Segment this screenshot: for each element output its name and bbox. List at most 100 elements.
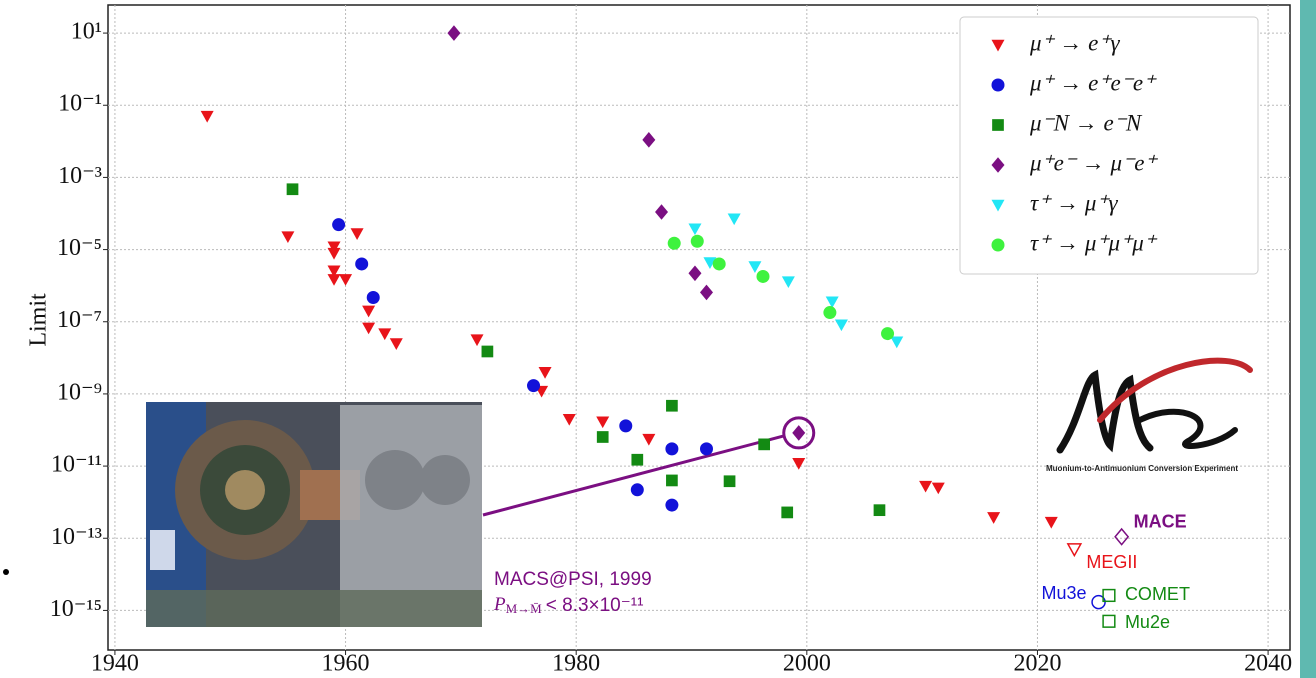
projection-label: Mu3e	[1042, 583, 1087, 603]
annotation-formula: PM→M̄ < 8.3×10⁻¹¹	[493, 594, 643, 616]
annotation-symbol: P	[493, 594, 506, 615]
point	[447, 25, 461, 41]
point	[355, 257, 369, 271]
legend-marker	[991, 199, 1005, 212]
projection-label: Mu2e	[1125, 612, 1170, 632]
legend-label: τ⁺ → μ⁺γ	[1030, 190, 1119, 215]
point	[688, 265, 702, 282]
point	[655, 204, 669, 220]
point	[332, 218, 346, 232]
point	[748, 261, 762, 273]
point	[286, 183, 299, 196]
x-tick-label: 2040	[1244, 651, 1292, 677]
point	[619, 419, 633, 433]
point	[703, 257, 717, 269]
point	[389, 338, 403, 350]
point	[642, 433, 656, 446]
point	[881, 327, 895, 341]
point	[350, 228, 364, 240]
point	[727, 213, 741, 226]
point	[562, 413, 576, 426]
point	[362, 322, 376, 335]
point	[378, 328, 392, 341]
point	[699, 442, 713, 456]
legend	[959, 16, 1259, 275]
legend-label: τ⁺ → μ⁺μ⁺μ⁺	[1030, 230, 1158, 255]
point	[690, 234, 704, 248]
point	[834, 319, 848, 332]
point	[596, 431, 609, 443]
projection	[1102, 588, 1116, 603]
point	[362, 305, 376, 318]
point	[792, 425, 806, 441]
point	[781, 276, 795, 289]
y-tick-label: 10⁻¹¹	[51, 452, 102, 478]
projection	[1114, 527, 1130, 546]
y-tick-label: 10⁻⁵	[57, 235, 102, 261]
x-tick-label: 2000	[783, 651, 831, 677]
point	[596, 416, 610, 429]
annotation-title: MACS@PSI, 1999	[494, 569, 652, 590]
point	[758, 438, 771, 451]
x-tick-label: 1980	[552, 651, 600, 677]
point	[873, 504, 886, 517]
point	[987, 512, 1001, 524]
point	[630, 483, 644, 497]
annotation-subscript: M→M̄	[506, 601, 543, 616]
highlight-ring	[782, 416, 816, 450]
point	[792, 458, 806, 470]
legend-marker	[991, 39, 1005, 52]
point	[919, 480, 933, 493]
point	[666, 474, 678, 487]
y-tick-label: 10¹	[71, 19, 102, 45]
point	[699, 284, 713, 301]
point	[825, 296, 839, 309]
point	[723, 475, 736, 488]
x-tick-label: 2020	[1013, 651, 1061, 677]
dot	[3, 569, 9, 575]
y-tick-label: 10⁻¹⁵	[50, 596, 102, 622]
legend-label: μ⁻N → e⁻N	[1029, 110, 1143, 135]
y-axis-label: Limit	[26, 293, 52, 347]
connector	[482, 434, 785, 517]
plot-frame	[107, 4, 1291, 651]
projection-label: MEGII	[1086, 552, 1137, 572]
point	[327, 274, 341, 286]
point	[931, 482, 945, 495]
logo	[1056, 357, 1253, 454]
point	[339, 274, 353, 286]
point	[823, 306, 837, 320]
y-tick-label: 10⁻⁹	[57, 379, 102, 405]
point	[890, 336, 904, 349]
legend-label: μ⁺ → e⁺γ	[1029, 30, 1121, 55]
point	[781, 506, 794, 519]
point	[756, 269, 770, 283]
x-tick-label: 1940	[91, 651, 139, 677]
edge-stripe	[1300, 0, 1316, 678]
point	[631, 453, 644, 466]
projection-label: MACE	[1134, 512, 1187, 532]
point	[667, 236, 681, 250]
point	[527, 379, 541, 393]
y-tick-label: 10⁻³	[58, 163, 102, 189]
projection	[1091, 594, 1106, 610]
legend-label: μ⁺ → e⁺e⁻e⁺	[1029, 70, 1157, 95]
projection	[1102, 614, 1116, 628]
point	[366, 290, 380, 304]
point	[642, 132, 656, 148]
projection	[1066, 543, 1083, 558]
legend-marker	[991, 238, 1005, 252]
point	[327, 265, 341, 278]
legend-label: μ⁺e⁻ → μ⁻e⁺	[1029, 150, 1158, 175]
point	[327, 241, 341, 254]
annotation-relation: < 8.3×10⁻¹¹	[546, 595, 644, 616]
point	[200, 110, 214, 123]
legend-marker	[991, 157, 1005, 173]
projection-label: COMET	[1125, 584, 1190, 604]
point	[538, 366, 552, 379]
point	[712, 257, 726, 271]
point	[470, 334, 484, 347]
point	[281, 231, 295, 244]
point	[688, 223, 702, 236]
